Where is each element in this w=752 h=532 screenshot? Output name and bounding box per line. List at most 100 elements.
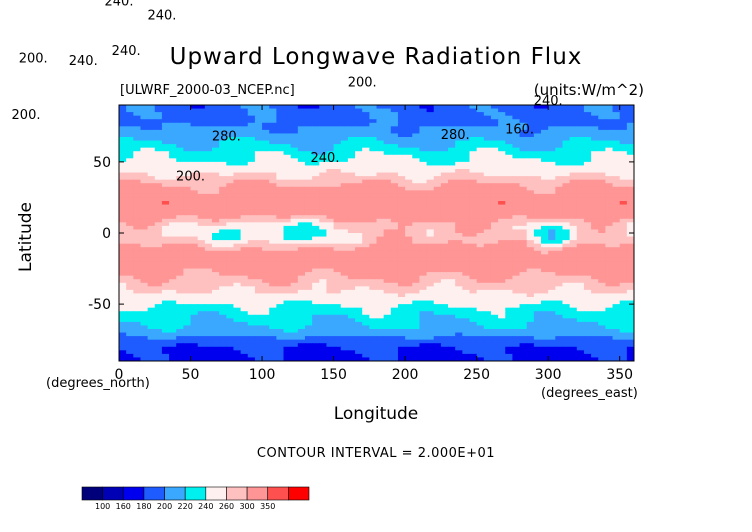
heatmap-cell xyxy=(119,257,127,263)
heatmap-cell xyxy=(254,311,263,316)
heatmap-cell xyxy=(119,254,127,259)
heatmap-cell xyxy=(605,154,614,159)
heatmap-cell xyxy=(304,204,313,209)
heatmap-cell xyxy=(133,233,142,238)
heatmap-cell xyxy=(276,240,285,245)
heatmap-cell xyxy=(583,190,592,195)
heatmap-cell xyxy=(412,243,421,248)
heatmap-cell xyxy=(598,115,606,120)
heatmap-cell xyxy=(161,293,170,298)
heatmap-cell xyxy=(240,204,249,209)
heatmap-cell xyxy=(505,165,514,170)
heatmap-cell xyxy=(490,154,499,159)
heatmap-cell xyxy=(390,297,399,302)
heatmap-cell xyxy=(419,204,428,209)
heatmap-cell xyxy=(176,144,184,149)
heatmap-cell xyxy=(369,151,378,156)
heatmap-cell xyxy=(126,133,134,138)
heatmap-cell xyxy=(369,183,378,188)
heatmap-cell xyxy=(519,272,528,277)
heatmap-cell xyxy=(362,144,370,149)
heatmap-cell xyxy=(505,297,514,302)
heatmap-cell xyxy=(412,208,421,213)
heatmap-cell xyxy=(526,240,535,245)
heatmap-cell xyxy=(154,318,163,323)
heatmap-cell xyxy=(154,314,163,319)
heatmap-cell xyxy=(226,133,235,138)
heatmap-cell xyxy=(347,254,356,259)
heatmap-cell xyxy=(126,176,134,181)
heatmap-cell xyxy=(269,197,277,202)
heatmap-cell xyxy=(347,325,356,330)
heatmap-cell xyxy=(190,183,199,188)
heatmap-cell xyxy=(469,314,478,319)
heatmap-cell xyxy=(369,193,378,199)
heatmap-cell xyxy=(605,225,614,231)
heatmap-cell xyxy=(240,151,249,156)
heatmap-cell xyxy=(147,147,156,152)
heatmap-cell xyxy=(262,325,270,330)
heatmap-cell xyxy=(612,179,621,184)
heatmap-cell xyxy=(626,158,634,163)
heatmap-cell xyxy=(433,311,442,316)
heatmap-cell xyxy=(133,243,142,248)
heatmap-cell xyxy=(455,208,463,213)
heatmap-cell xyxy=(297,190,306,195)
heatmap-cell xyxy=(591,215,599,220)
heatmap-cell xyxy=(333,293,342,298)
heatmap-cell xyxy=(262,215,270,220)
heatmap-cell xyxy=(154,211,163,216)
heatmap-cell xyxy=(455,215,463,220)
heatmap-cell xyxy=(412,321,421,327)
heatmap-cell xyxy=(169,158,177,163)
heatmap-cell xyxy=(154,115,163,120)
heatmap-cell xyxy=(390,254,399,259)
heatmap-cell xyxy=(297,108,306,113)
heatmap-cell xyxy=(226,105,235,110)
heatmap-cell xyxy=(483,183,492,188)
heatmap-cell xyxy=(269,233,277,238)
heatmap-cell xyxy=(183,197,192,202)
heatmap-cell xyxy=(455,272,463,277)
heatmap-cell xyxy=(140,307,149,312)
heatmap-cell xyxy=(412,265,421,270)
heatmap-cell xyxy=(548,314,556,319)
heatmap-cell xyxy=(541,282,549,287)
heatmap-cell xyxy=(476,119,485,124)
heatmap-cell xyxy=(133,105,142,110)
heatmap-cell xyxy=(190,304,199,309)
heatmap-cell xyxy=(340,314,349,319)
heatmap-cell xyxy=(569,325,578,330)
heatmap-cell xyxy=(555,144,564,149)
heatmap-cell xyxy=(226,112,235,117)
heatmap-cell xyxy=(533,172,542,177)
heatmap-cell xyxy=(533,261,542,266)
heatmap-cell xyxy=(269,261,277,266)
heatmap-cell xyxy=(254,215,263,220)
heatmap-cell xyxy=(297,133,306,138)
heatmap-cell xyxy=(197,122,206,127)
heatmap-cell xyxy=(533,336,542,341)
heatmap-cell xyxy=(269,222,277,227)
heatmap-cell xyxy=(211,240,220,245)
heatmap-cell xyxy=(133,190,142,195)
heatmap-cell xyxy=(347,161,356,167)
heatmap-cell xyxy=(355,211,363,216)
heatmap-cell xyxy=(183,325,192,330)
heatmap-cell xyxy=(569,165,578,170)
heatmap-cell xyxy=(626,105,634,110)
heatmap-cell xyxy=(448,257,456,263)
heatmap-cell xyxy=(233,293,242,298)
heatmap-cell xyxy=(462,165,471,170)
heatmap-cell xyxy=(326,282,335,287)
heatmap-cell xyxy=(376,240,385,245)
heatmap-cell xyxy=(605,176,614,181)
heatmap-cell xyxy=(490,321,499,327)
heatmap-cell xyxy=(483,314,492,319)
heatmap-cell xyxy=(505,105,514,110)
heatmap-cell xyxy=(369,108,378,113)
heatmap-cell xyxy=(290,229,299,234)
heatmap-cell xyxy=(426,233,435,238)
heatmap-cell xyxy=(376,314,385,319)
heatmap-cell xyxy=(591,115,599,120)
